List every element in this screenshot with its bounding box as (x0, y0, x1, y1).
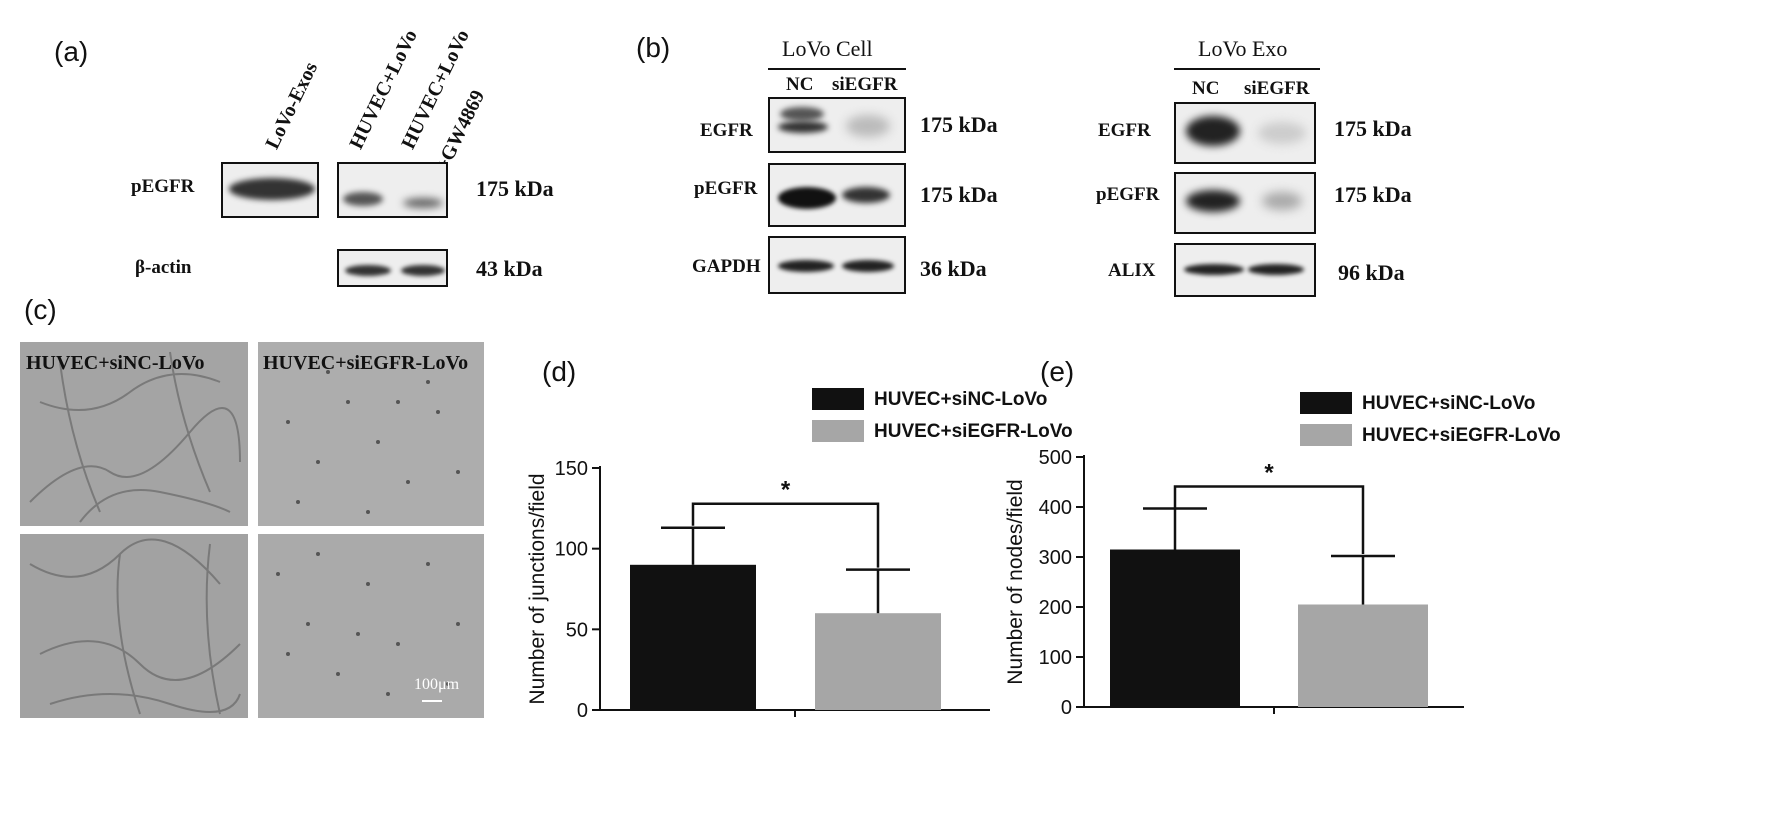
cell-network-texture (20, 342, 248, 526)
significance-bracket (691, 502, 880, 568)
micrograph-siegfr-top (258, 342, 484, 526)
significance-bracket (1173, 485, 1365, 554)
legend-swatch-1 (812, 388, 864, 410)
panel-a-label: (a) (54, 36, 89, 67)
lane-siegfr-cell: siEGFR (832, 74, 898, 95)
panel-d-label: (d) (542, 356, 577, 387)
row-label-gapdh-cell: GAPDH (692, 256, 761, 277)
kda-pegfr-a: 175 kDa (476, 176, 554, 201)
scale-bar-label: 100μm (414, 676, 460, 693)
legend-swatch-1 (1300, 392, 1352, 414)
kda-gapdh-cell: 36 kDa (920, 256, 987, 281)
y-axis-label: Number of junctions/field (526, 473, 549, 704)
lane-siegfr-exo: siEGFR (1244, 78, 1310, 99)
legend-label-1: HUVEC+siNC-LoVo (1362, 393, 1535, 414)
chart-e: 0 100 200 300 400 500 Number of nodes/field * HU… (1004, 392, 1560, 719)
row-label-egfr-cell: EGFR (700, 120, 753, 141)
blot-egfr-exo (1174, 102, 1316, 164)
blot-pegfr-lovo-exos (221, 162, 319, 218)
kda-alix-exo: 96 kDa (1338, 260, 1405, 285)
legend-swatch-2 (812, 420, 864, 442)
bar-2 (815, 613, 941, 710)
y-tick-label: 500 (1039, 447, 1072, 469)
significance-marker: * (781, 477, 791, 504)
y-tick-label: 100 (1039, 647, 1072, 669)
row-label-pegfr-cell: pEGFR (694, 178, 758, 199)
panel-e-label: (e) (1040, 356, 1075, 387)
cell-network-texture (20, 534, 248, 718)
panel-c-label: (c) (24, 294, 57, 325)
bar-1 (1110, 549, 1240, 707)
lovo-cell-title: LoVo Cell (782, 36, 873, 61)
cell-scatter-texture (258, 534, 484, 718)
lane-nc-exo: NC (1192, 78, 1220, 99)
y-tick-label: 300 (1039, 547, 1072, 569)
y-tick-label: 50 (566, 619, 588, 641)
lovo-exo-underline (1174, 68, 1320, 70)
kda-egfr-exo: 175 kDa (1334, 116, 1412, 141)
blot-egfr-cell (768, 97, 906, 153)
y-tick-label: 150 (555, 458, 588, 480)
micrograph-sinc-bottom (20, 534, 248, 718)
micrograph-label-siegfr: HUVEC+siEGFR-LoVo (263, 352, 469, 374)
blot-bactin-huvec (337, 249, 448, 287)
legend-label-1: HUVEC+siNC-LoVo (874, 389, 1047, 410)
y-tick-label: 0 (1061, 697, 1072, 719)
lovo-exo-title: LoVo Exo (1198, 36, 1288, 61)
legend-label-2: HUVEC+siEGFR-LoVo (1362, 425, 1560, 446)
row-label-alix-exo: ALIX (1108, 260, 1156, 281)
row-label-egfr-exo: EGFR (1098, 120, 1151, 141)
blot-alix-exo (1174, 243, 1316, 297)
legend-label-2: HUVEC+siEGFR-LoVo (874, 421, 1073, 442)
scale-bar-line (422, 700, 442, 702)
blot-pegfr-exo (1174, 172, 1316, 234)
kda-pegfr-cell: 175 kDa (920, 182, 998, 207)
panel-b-label: (b) (636, 32, 671, 63)
chart-d: 0 50 100 150 Number of junctions/field * HUVEC… (526, 388, 1073, 722)
row-label-pegfr-a: pEGFR (131, 176, 195, 197)
blot-pegfr-huvec (337, 162, 448, 218)
micrograph-label-sinc: HUVEC+siNC-LoVo (26, 352, 205, 374)
kda-pegfr-exo: 175 kDa (1334, 182, 1412, 207)
lovo-cell-underline (768, 68, 906, 70)
blot-pegfr-cell (768, 163, 906, 227)
y-tick-label: 400 (1039, 497, 1072, 519)
y-tick-label: 100 (555, 539, 588, 561)
micrograph-siegfr-bottom (258, 534, 484, 718)
lane-nc-cell: NC (786, 74, 814, 95)
kda-egfr-cell: 175 kDa (920, 112, 998, 137)
legend-swatch-2 (1300, 424, 1352, 446)
significance-marker: * (1264, 460, 1274, 487)
bar-2 (1298, 604, 1428, 707)
y-tick-label: 200 (1039, 597, 1072, 619)
y-tick-label: 0 (577, 700, 588, 722)
y-axis-label: Number of nodes/field (1004, 479, 1027, 684)
micrograph-sinc-top (20, 342, 248, 526)
blot-gapdh-cell (768, 236, 906, 294)
row-label-pegfr-exo: pEGFR (1096, 184, 1160, 205)
bar-1 (630, 564, 756, 710)
kda-bactin-a: 43 kDa (476, 256, 543, 281)
lane-label-lovo-exos: LoVo-Exos (261, 58, 323, 153)
cell-scatter-texture (258, 342, 484, 526)
row-label-bactin-a: β-actin (135, 257, 192, 278)
